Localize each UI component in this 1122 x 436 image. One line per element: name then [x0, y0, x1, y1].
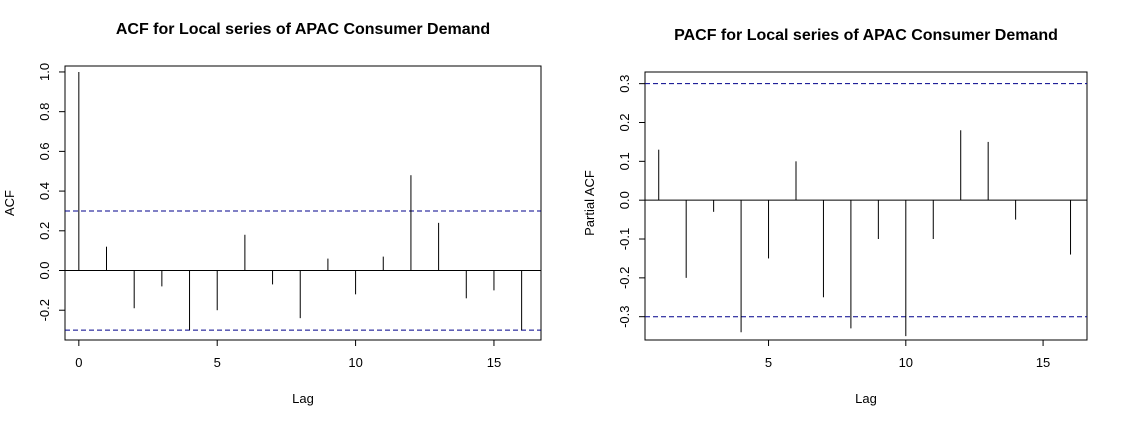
pacf-x-tick-label: 10: [899, 355, 913, 370]
acf-x-tick-label: 10: [348, 355, 362, 370]
acf-y-tick-label: 1.0: [37, 63, 52, 81]
acf-x-tick-label: 5: [214, 355, 221, 370]
acf-x-tick-label: 0: [75, 355, 82, 370]
acf-panel: ACF for Local series of APAC Consumer De…: [2, 21, 542, 406]
pacf-x-tick-label: 5: [765, 355, 772, 370]
pacf-ylabel: Partial ACF: [582, 170, 597, 236]
pacf-title: PACF for Local series of APAC Consumer D…: [674, 27, 1058, 44]
acf-y-tick-label: 0.0: [37, 261, 52, 279]
pacf-y-tick-label: 0.2: [617, 113, 632, 131]
pacf-y-tick-label: -0.1: [617, 228, 632, 250]
acf-xlabel: Lag: [292, 391, 314, 406]
pacf-y-tick-label: 0.0: [617, 191, 632, 209]
pacf-y-tick-label: -0.2: [617, 267, 632, 289]
pacf-xlabel: Lag: [855, 391, 877, 406]
acf-y-tick-label: 0.2: [37, 222, 52, 240]
acf-plot-frame: [64, 65, 542, 341]
acf-y-tick-label: 0.8: [37, 103, 52, 121]
acf-title: ACF for Local series of APAC Consumer De…: [116, 21, 490, 38]
acf-y-tick-label: -0.2: [37, 299, 52, 321]
acf-ylabel: ACF: [2, 190, 17, 216]
pacf-x-tick-label: 15: [1036, 355, 1050, 370]
acf-y-tick-label: 0.6: [37, 142, 52, 160]
acf-y-tick-label: 0.4: [37, 182, 52, 200]
pacf-panel: PACF for Local series of APAC Consumer D…: [582, 27, 1088, 406]
pacf-y-tick-label: 0.3: [617, 75, 632, 93]
pacf-y-tick-label: 0.1: [617, 152, 632, 170]
acf-x-tick-label: 15: [487, 355, 501, 370]
pacf-plot-frame: [644, 71, 1088, 341]
pacf-y-tick-label: -0.3: [617, 305, 632, 327]
